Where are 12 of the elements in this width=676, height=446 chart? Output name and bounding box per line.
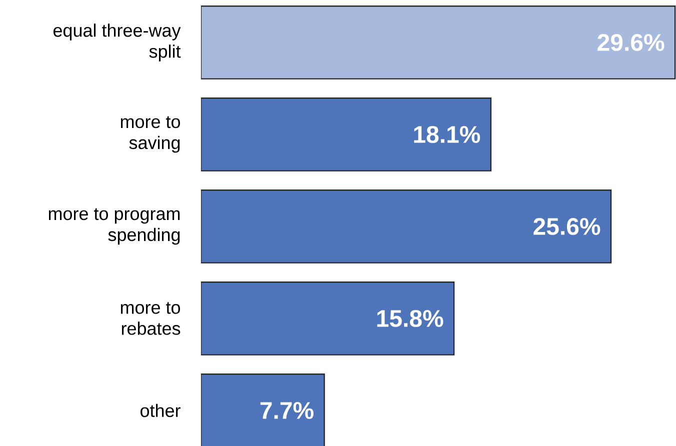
y-tick-label: more to program spending [48, 208, 180, 245]
data-label: 25.6% [534, 218, 600, 235]
data-label: 29.6% [598, 34, 664, 51]
y-tick-label: equal three-way split [54, 24, 181, 62]
y-tick-label: other [140, 404, 180, 418]
bar [201, 98, 492, 172]
data-label: 15.8% [377, 310, 444, 327]
y-tick-label: more to saving [120, 116, 180, 153]
y-tick-label: more to rebates [120, 302, 180, 335]
data-label: 18.1% [414, 126, 480, 143]
bar [201, 374, 325, 446]
data-label: 7.7% [260, 402, 314, 419]
